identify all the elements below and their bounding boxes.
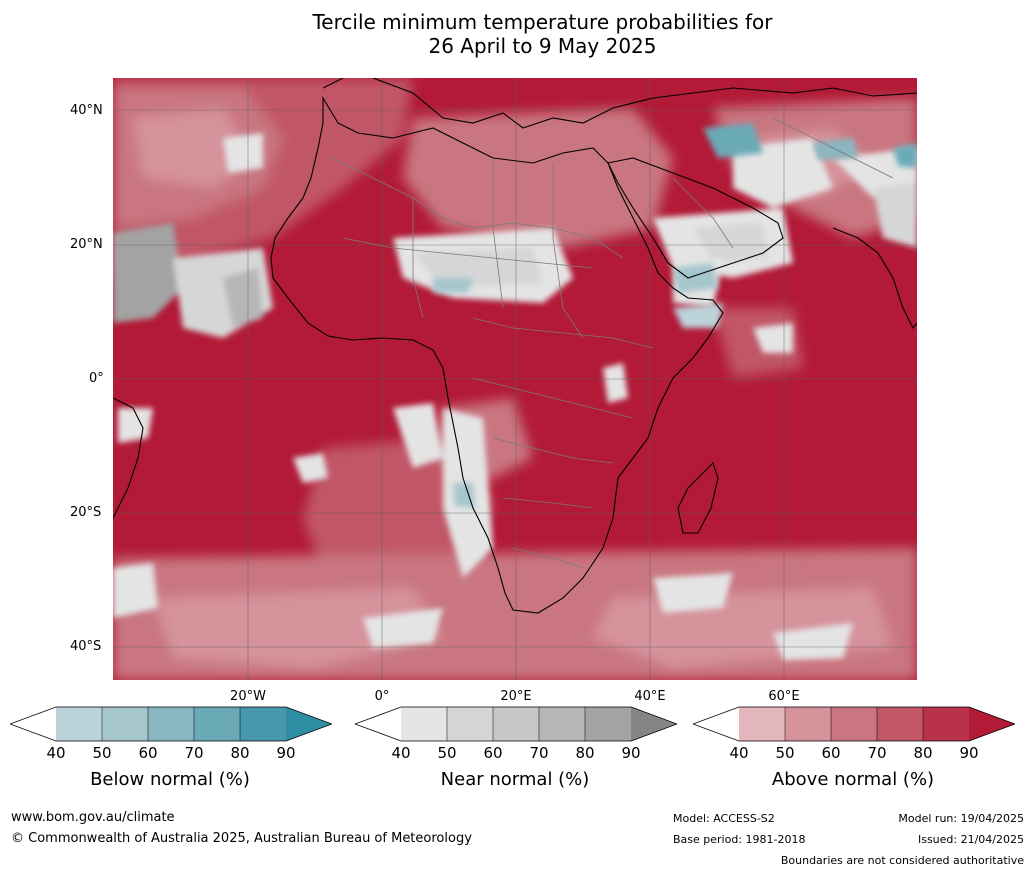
- below-colorbar-bin-3: [148, 707, 194, 741]
- below-colorbar-outline: [10, 706, 332, 742]
- near-tick-80: 80: [575, 744, 595, 762]
- above-normal-title: Above normal (%): [771, 769, 935, 790]
- above-tick-40: 40: [729, 744, 749, 762]
- above-colorbar-bin-2: [785, 707, 831, 741]
- lon-label-20e: 20°E: [500, 689, 532, 704]
- near-tick-70: 70: [529, 744, 549, 762]
- below-tick-40: 40: [46, 744, 66, 762]
- near-colorbar-bin-5: [585, 707, 631, 741]
- coastlines: [113, 78, 917, 614]
- below-tick-70: 70: [184, 744, 204, 762]
- near-tick-40: 40: [391, 744, 411, 762]
- model-text: Model: ACCESS-S2: [673, 812, 775, 825]
- base-period-text: Base period: 1981-2018: [673, 833, 806, 846]
- below-colorbar-left-extension: [10, 707, 56, 741]
- below-tick-80: 80: [230, 744, 250, 762]
- below-colorbar-bin-5: [240, 707, 286, 741]
- near-colorbar-bin-4: [539, 707, 585, 741]
- map-canvas: [113, 78, 917, 680]
- lat-label-40n: 40°N: [70, 103, 103, 118]
- below-normal-title: Below normal (%): [90, 769, 250, 790]
- lat-label-40s: 40°S: [70, 639, 102, 654]
- above-colorbar-bin-5: [923, 707, 969, 741]
- below-tick-60: 60: [138, 744, 158, 762]
- above-colorbar-right-extension: [969, 707, 1015, 741]
- country-borders: [332, 117, 894, 569]
- lat-label-20s: 20°S: [70, 505, 102, 520]
- above-colorbar-left-extension: [693, 707, 739, 741]
- above-normal-colorbar: [693, 706, 1015, 742]
- near-tick-90: 90: [621, 744, 641, 762]
- model-run-text: Model run: 19/04/2025: [898, 812, 1024, 825]
- probability-map: [113, 78, 917, 680]
- near-colorbar-right-extension: [631, 707, 677, 741]
- near-colorbar-bin-2: [447, 707, 493, 741]
- below-tick-90: 90: [276, 744, 296, 762]
- near-colorbar-left-extension: [355, 707, 401, 741]
- graticule: [113, 78, 917, 680]
- above-tick-70: 70: [867, 744, 887, 762]
- website-link[interactable]: www.bom.gov.au/climate: [11, 810, 175, 825]
- lon-label-20w: 20°W: [230, 689, 266, 704]
- below-colorbar-bin-4: [194, 707, 240, 741]
- lat-label-20n: 20°N: [70, 237, 103, 252]
- below-normal-colorbar: [10, 706, 332, 742]
- above-tick-80: 80: [913, 744, 933, 762]
- copyright-text: © Commonwealth of Australia 2025, Austra…: [11, 831, 472, 846]
- above-colorbar-bin-1: [739, 707, 785, 741]
- map-title: Tercile minimum temperature probabilitie…: [0, 10, 1035, 58]
- title-line-1: Tercile minimum temperature probabilitie…: [312, 10, 773, 34]
- near-colorbar-outline: [355, 706, 677, 742]
- below-colorbar-bin-1: [56, 707, 102, 741]
- issued-text: Issued: 21/04/2025: [917, 833, 1024, 846]
- below-colorbar-right-extension: [286, 707, 332, 741]
- above-tick-90: 90: [959, 744, 979, 762]
- near-colorbar-bin-3: [493, 707, 539, 741]
- lon-label-40e: 40°E: [634, 689, 666, 704]
- near-colorbar-bin-1: [401, 707, 447, 741]
- above-tick-50: 50: [775, 744, 795, 762]
- above-colorbar-bin-3: [831, 707, 877, 741]
- lat-label-0: 0°: [89, 371, 104, 386]
- title-line-2: 26 April to 9 May 2025: [428, 34, 657, 58]
- below-tick-50: 50: [92, 744, 112, 762]
- above-colorbar-outline: [693, 706, 1015, 742]
- below-colorbar-bin-2: [102, 707, 148, 741]
- above-tick-60: 60: [821, 744, 841, 762]
- disclaimer-text: Boundaries are not considered authoritat…: [780, 854, 1024, 867]
- lon-label-0: 0°: [374, 689, 390, 704]
- near-tick-60: 60: [483, 744, 503, 762]
- above-colorbar-bin-4: [877, 707, 923, 741]
- near-tick-50: 50: [437, 744, 457, 762]
- near-normal-title: Near normal (%): [440, 769, 590, 790]
- near-normal-colorbar: [355, 706, 677, 742]
- lon-label-60e: 60°E: [768, 689, 800, 704]
